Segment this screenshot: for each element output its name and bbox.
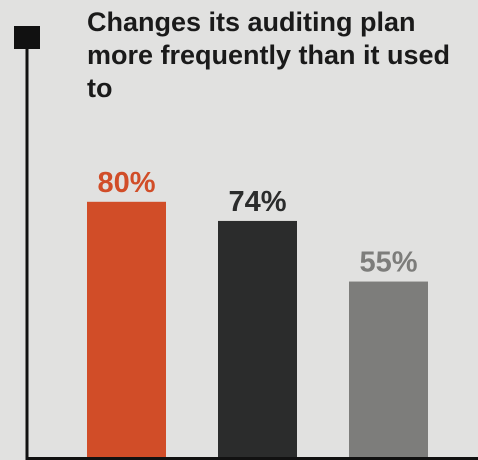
- chart-title: Changes its auditing plan more frequentl…: [87, 7, 451, 103]
- bar-value-label-2: 74%: [228, 186, 286, 218]
- bars-group: 80% 74% 55%: [87, 167, 428, 457]
- bar-value-label-1: 80%: [97, 167, 155, 199]
- bar-3: [349, 281, 428, 457]
- bar-1: [87, 201, 166, 457]
- bar-2: [218, 220, 297, 457]
- bar-value-label-3: 55%: [359, 247, 417, 279]
